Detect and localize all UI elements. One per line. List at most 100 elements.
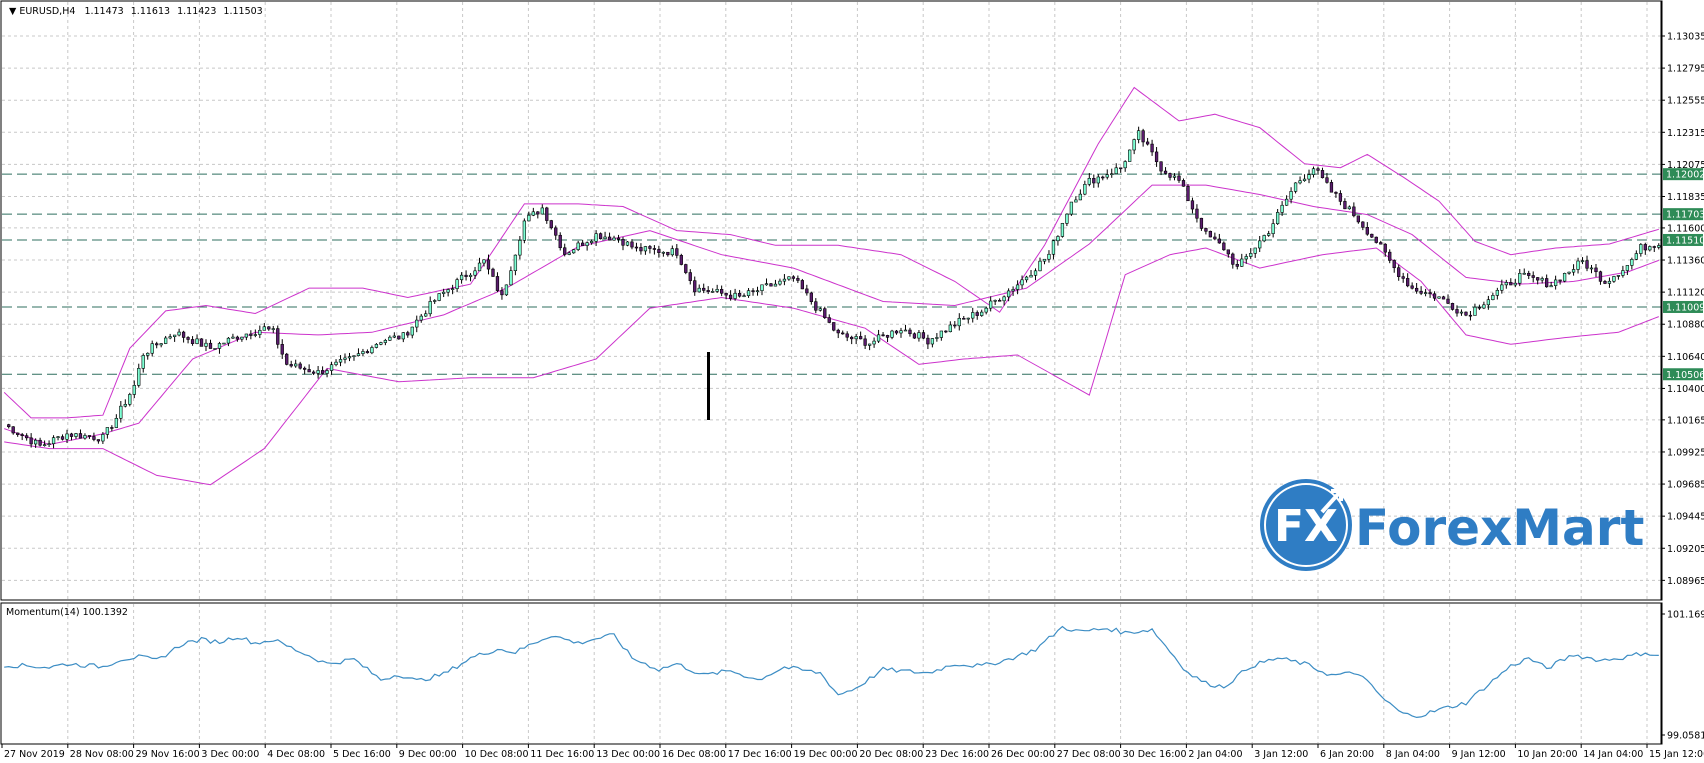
candle-body (863, 338, 867, 346)
candle-body (204, 342, 208, 347)
level-tag (1663, 208, 1703, 221)
candle-body (1150, 143, 1154, 153)
candle-body (1352, 206, 1356, 217)
candle-body (235, 336, 240, 340)
candle-body (989, 300, 993, 309)
candle-body (706, 290, 710, 293)
candle-body (25, 435, 29, 439)
candle-body (101, 434, 105, 442)
band-lower (4, 247, 1659, 486)
candle-body (917, 332, 921, 339)
level-tag (1663, 300, 1703, 313)
candle-body (1643, 244, 1647, 251)
candle-body (132, 385, 136, 395)
time-tick-label: 10 Jan 20:00 (1517, 749, 1577, 760)
time-tick-label: 13 Dec 00:00 (596, 749, 660, 760)
candle-body (455, 279, 459, 289)
candle-body (1567, 271, 1571, 274)
price-tick-label: 1.09925 (1667, 447, 1704, 458)
price-grid (2, 2, 1661, 599)
candle-body (1087, 178, 1091, 185)
logo-badge: FX (1274, 501, 1338, 552)
candle-body (1092, 178, 1096, 184)
candle-body (1181, 180, 1186, 187)
candle-body (486, 259, 491, 270)
candle-body (1414, 287, 1419, 292)
price-tick-label: 1.09685 (1667, 480, 1704, 491)
time-tick-label: 4 Dec 08:00 (267, 749, 325, 760)
momentum-grid (67, 604, 1648, 743)
candle-body (1320, 170, 1325, 179)
candle-body (92, 436, 96, 440)
candle-body (1271, 223, 1275, 234)
candle-body (1240, 258, 1244, 267)
header-close: 1.11503 (223, 6, 262, 17)
vertical-marker (707, 352, 710, 420)
candle-body (347, 356, 352, 359)
momentum-axis: 101.1691 99.0581 (1660, 603, 1704, 744)
candle-body (477, 262, 482, 272)
candle-body (746, 290, 751, 297)
candle-body (845, 333, 849, 338)
candle-body (1015, 284, 1020, 290)
candle-body (531, 211, 535, 216)
candle-body (433, 300, 437, 302)
candle-body (491, 268, 495, 277)
candle-body (249, 333, 253, 336)
candle-body (1208, 230, 1213, 238)
candle-body (370, 347, 374, 354)
price-tick-label: 1.12555 (1667, 96, 1704, 107)
candle-body (1038, 260, 1042, 272)
candle-body (56, 436, 60, 438)
candle-body (751, 290, 755, 292)
candle-body (1401, 276, 1405, 279)
candle-body (1495, 290, 1499, 296)
level-tag-label: 1.11009 (1666, 302, 1704, 313)
level-tag-label: 1.12002 (1666, 170, 1704, 181)
candle-body (352, 355, 356, 357)
candle-body (971, 312, 975, 319)
candle-body (693, 280, 697, 293)
candle-body (1258, 240, 1262, 249)
candle-body (782, 278, 787, 282)
time-tick-label: 17 Dec 16:00 (728, 749, 792, 760)
candle-body (980, 311, 984, 316)
candle-body (1096, 176, 1100, 184)
candle-body (598, 233, 603, 240)
candle-body (294, 363, 298, 367)
candle-body (410, 326, 414, 336)
price-tick-label: 1.10880 (1667, 320, 1704, 331)
candle-body (894, 330, 899, 334)
price-tick-label: 1.09205 (1667, 544, 1704, 555)
candle-body (648, 246, 652, 249)
candle-body (1621, 270, 1625, 276)
candle-body (316, 370, 320, 374)
candle-body (276, 328, 280, 345)
candle-body (1562, 273, 1567, 282)
candle-body (769, 283, 773, 287)
candle-body (1325, 177, 1329, 183)
candle-body (1065, 213, 1069, 224)
candle-body (419, 315, 423, 321)
candle-body (1545, 278, 1549, 288)
time-tick-label: 2 Jan 04:00 (1188, 749, 1242, 760)
candle-body (926, 337, 930, 345)
candle-body (253, 334, 257, 336)
candle-body (226, 337, 231, 344)
candle-body (60, 436, 65, 440)
candle-body (854, 336, 858, 340)
candle-body (1486, 299, 1491, 306)
bollinger-bands (3, 86, 1659, 486)
candle-body (1361, 221, 1365, 228)
candle-body (1522, 272, 1526, 275)
candle-body (96, 439, 101, 442)
candle-body (809, 292, 813, 303)
candle-body (1388, 251, 1392, 261)
candle-body (424, 313, 428, 317)
candle-body (567, 252, 571, 255)
candle-body (778, 280, 782, 285)
candle-body (1379, 242, 1383, 245)
candle-body (244, 333, 249, 338)
candle-body (1226, 249, 1230, 255)
